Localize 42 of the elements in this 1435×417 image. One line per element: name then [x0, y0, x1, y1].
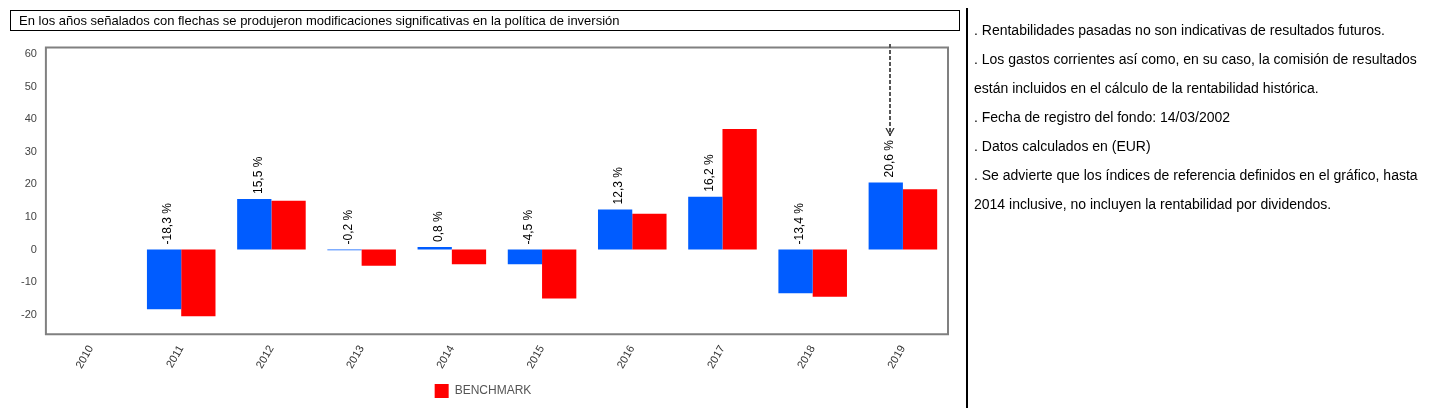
bar	[632, 213, 667, 250]
y-tick-label: 60	[24, 47, 37, 60]
data-label: 12,3 %	[611, 166, 626, 205]
data-label: -4,5 %	[521, 209, 536, 245]
bar	[542, 249, 577, 299]
bar	[597, 209, 633, 250]
bar	[868, 182, 903, 250]
y-tick-label: 30	[24, 144, 37, 157]
text: . Datos calculados en (EUR)	[974, 137, 1152, 156]
data-label: -13,4 %	[791, 202, 806, 245]
bar	[722, 129, 757, 250]
data-label: -18,3 %	[160, 202, 175, 245]
y-tick-label: 40	[24, 112, 37, 125]
bar	[417, 246, 452, 250]
data-label: 15,5 %	[250, 156, 265, 195]
legend-label: BENCHMARK	[454, 383, 532, 398]
y-tick-label: -20	[20, 307, 37, 320]
text: . Se advierte que los índices de referencia definidos en el gráfico, hasta 2014 inclusive, no incluyen la rentabilidad por dividendos.	[974, 166, 1419, 214]
bar	[507, 249, 543, 265]
y-tick-label: 0	[30, 242, 37, 255]
y-tick-label: 10	[24, 209, 37, 222]
chart-title: En los años señalados con flechas se produjeron modificaciones significativas en la política de inversión	[10, 10, 960, 31]
bar	[451, 249, 487, 265]
bar	[778, 249, 813, 294]
data-label: 16,2 %	[701, 154, 716, 192]
data-label: 0,8 %	[431, 210, 446, 242]
y-tick-label: 50	[24, 79, 37, 92]
text: . Los gastos corrientes así como, en su caso, la comisión de resultados están incluidos en el cálculo de la rentabilidad histórica.	[974, 50, 1418, 98]
bar	[688, 196, 723, 250]
y-tick-label: 20	[24, 177, 37, 190]
bar	[361, 249, 396, 266]
text: . Rentabilidades pasadas no son indicativas de resultados futuros.	[974, 21, 1386, 40]
bar	[146, 249, 182, 310]
bar	[812, 249, 847, 297]
y-tick-label: -10	[20, 275, 37, 288]
bar	[237, 199, 272, 250]
bar	[181, 249, 216, 317]
bar	[271, 200, 306, 250]
bar	[902, 189, 938, 250]
data-label: 20,6 %	[882, 139, 897, 178]
text: . Fecha de registro del fondo: 14/03/2002	[974, 108, 1232, 127]
data-label: -0,2 %	[340, 209, 355, 245]
